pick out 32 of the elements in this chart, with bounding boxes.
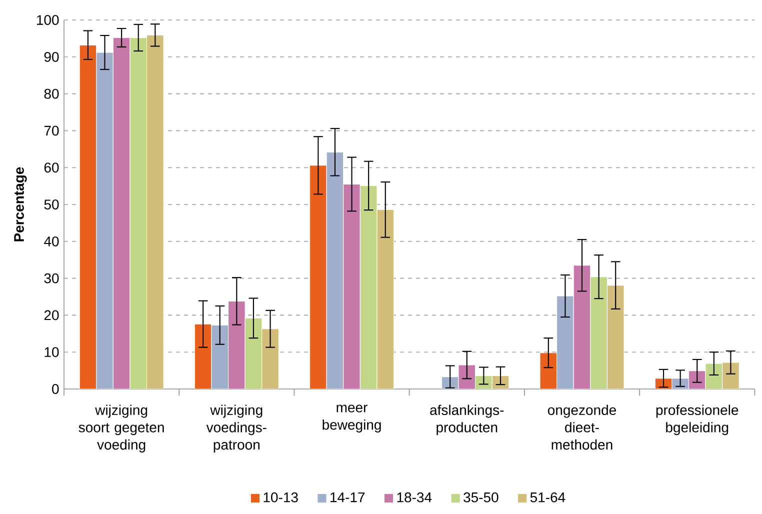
bar [130,37,148,389]
y-tick-label: 30 [44,273,59,284]
bar [573,265,591,389]
x-tick-label: meer beweging [322,404,381,433]
legend-label: 51-64 [530,492,566,502]
bar [244,318,262,389]
legend-label: 14-17 [330,492,365,502]
bar [360,185,378,389]
bar [228,300,246,389]
y-tick-label: 50 [44,200,59,210]
y-tick-label: 60 [44,162,59,173]
x-tick-label: wijziging voedings-patroon [206,404,266,452]
legend-label: 10-13 [264,492,298,502]
y-tick-label: 20 [44,310,59,320]
y-tick-label: 0 [52,384,59,394]
bar [590,276,608,389]
legend-label: 18-34 [397,492,432,502]
x-tick-label: professionele bgeleiding [656,404,738,436]
bar [705,363,723,389]
y-tick-label: 80 [44,88,59,99]
x-tick-label: wijziging soort gegeten voeding [78,404,164,452]
y-tick-label: 10 [44,347,59,358]
x-tick-label: afslankings-producten [430,404,504,436]
x-tick-label: ongezonde dieet-methoden [548,404,616,450]
y-tick-label: 70 [44,126,59,136]
bar [112,37,130,389]
y-axis-title: Percentage [14,167,27,242]
y-tick-label: 40 [44,236,59,246]
legend-label: 35-50 [464,492,498,502]
y-tick-label: 90 [44,52,59,62]
y-tick-label: 100 [37,15,59,25]
bar [343,184,360,389]
